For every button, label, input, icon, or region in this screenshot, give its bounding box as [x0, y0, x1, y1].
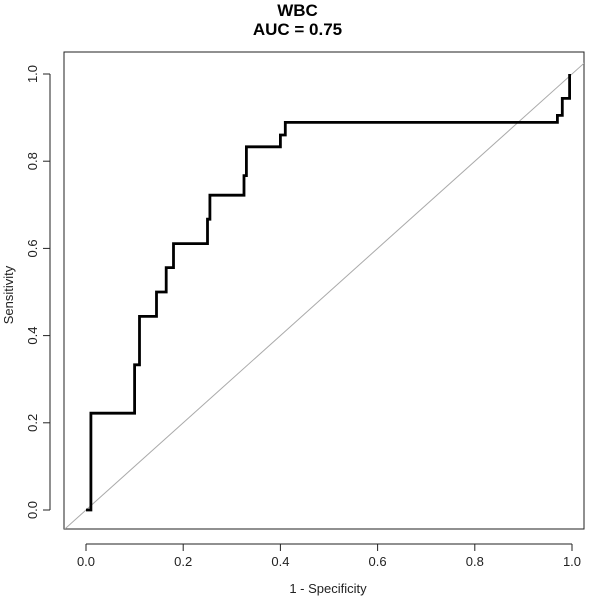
y-tick-label: 0.4	[25, 327, 40, 345]
y-tick-label: 1.0	[25, 65, 40, 83]
chart-subtitle: AUC = 0.75	[252, 20, 343, 39]
reference-diagonal-line	[64, 62, 584, 529]
roc-curve-line	[86, 74, 571, 512]
x-tick-label: 1.0	[563, 554, 581, 569]
y-tick-label: 0.2	[25, 414, 40, 432]
x-tick-label: 0.8	[466, 554, 484, 569]
x-tick-label: 0.0	[77, 554, 95, 569]
y-tick-label: 0.6	[25, 239, 40, 257]
x-axis-label: 1 - Specificity	[289, 581, 367, 596]
x-tick-label: 0.6	[369, 554, 387, 569]
x-tick-label: 0.2	[174, 554, 192, 569]
y-tick-label: 0.0	[25, 501, 40, 519]
chart-title: WBC	[277, 1, 318, 20]
x-tick-label: 0.4	[271, 554, 289, 569]
y-tick-label: 0.8	[25, 152, 40, 170]
y-axis-label: Sensitivity	[1, 265, 16, 324]
plot-frame	[63, 51, 585, 530]
